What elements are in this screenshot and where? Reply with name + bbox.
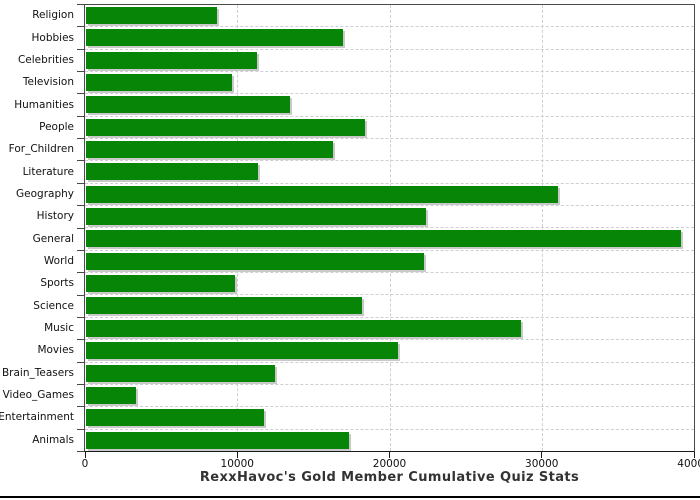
chart-row: [85, 72, 694, 95]
category-label: For_Children: [8, 143, 74, 156]
category-label: Literature: [22, 165, 74, 178]
bar: [86, 342, 399, 360]
category-label: Television: [22, 76, 74, 89]
category-label: Hobbies: [31, 31, 75, 44]
bar: [86, 141, 333, 159]
category-label: Humanities: [14, 98, 74, 111]
y-axis-tick: [77, 26, 84, 27]
y-axis-tick: [77, 49, 84, 50]
x-axis-tick-label: 0: [81, 458, 89, 470]
bar: [86, 7, 217, 24]
bar: [86, 96, 290, 114]
category-label: World: [43, 255, 74, 268]
chart-row: [85, 430, 694, 451]
y-axis-tick: [77, 295, 84, 296]
chart-row: [85, 295, 694, 318]
bar: [86, 409, 265, 427]
y-axis-tick: [77, 406, 84, 407]
chart-row: [85, 318, 694, 341]
category-label: Religion: [32, 9, 74, 22]
chart-row: [85, 5, 694, 28]
y-axis-tick: [77, 4, 84, 5]
x-axis-tick: [693, 452, 695, 458]
bar: [86, 74, 233, 92]
chart-row: [85, 206, 694, 229]
y-axis-tick: [77, 339, 84, 340]
x-axis-tick-label: 10000: [220, 458, 254, 470]
bar: [86, 51, 257, 69]
y-axis-tick: [77, 138, 84, 139]
chart-row: [85, 251, 694, 274]
y-axis-tick: [77, 250, 84, 251]
chart-row: [85, 139, 694, 162]
category-label: History: [36, 210, 74, 223]
chart-row: [85, 228, 694, 251]
category-label: Brain_Teasers: [1, 366, 74, 379]
chart-row: [85, 273, 694, 296]
bar: [86, 185, 558, 203]
y-axis-tick: [77, 183, 84, 184]
chart-row: [85, 340, 694, 363]
plot-area: [84, 4, 695, 452]
chart-row: [85, 407, 694, 430]
category-label: Music: [44, 322, 74, 335]
x-axis-tick: [541, 452, 543, 458]
category-label: Geography: [16, 187, 74, 200]
category-label: Celebrities: [17, 53, 74, 66]
category-label: Animals: [32, 433, 74, 446]
bar: [86, 230, 682, 248]
chart-row: [85, 50, 694, 73]
chart-row: [85, 385, 694, 408]
bar: [86, 319, 522, 337]
category-label: Sports: [40, 277, 74, 290]
bar: [86, 118, 365, 136]
bar: [86, 386, 137, 404]
category-label: Science: [33, 299, 74, 312]
bar: [86, 297, 362, 315]
bar: [86, 29, 344, 47]
chart-title: RexxHavoc's Gold Member Cumulative Quiz …: [199, 470, 580, 485]
chart-row: [85, 117, 694, 140]
category-label: People: [39, 120, 74, 133]
bar: [86, 252, 424, 270]
chart-row: [85, 94, 694, 117]
chart-row: [85, 184, 694, 207]
y-axis-tick: [77, 93, 84, 94]
x-axis-tick-label: 40000: [677, 458, 700, 470]
x-axis-tick: [84, 452, 86, 458]
category-label: Movies: [37, 344, 74, 357]
y-axis-tick: [77, 317, 84, 318]
x-axis-tick: [389, 452, 390, 458]
chart-row: [85, 27, 694, 50]
category-label: Entertainment: [0, 411, 74, 424]
y-axis-tick: [77, 429, 84, 430]
y-axis-tick: [77, 116, 84, 117]
category-label: General: [32, 232, 74, 245]
chart-row: [85, 363, 694, 385]
bar: [86, 208, 426, 226]
x-axis-tick: [236, 452, 238, 458]
bottom-divider: [0, 496, 700, 498]
chart-row: [85, 161, 694, 184]
bar: [86, 275, 236, 293]
y-axis-tick: [77, 71, 84, 72]
y-axis-tick: [77, 272, 84, 273]
y-axis-tick: [77, 362, 84, 363]
category-label: Video_Games: [2, 389, 74, 402]
y-axis-tick: [77, 160, 84, 161]
y-axis-tick: [77, 205, 84, 206]
x-axis-tick-label: 20000: [372, 458, 407, 470]
x-axis-tick-label: 30000: [525, 458, 559, 470]
y-axis-tick: [77, 228, 84, 229]
bar: [86, 431, 350, 449]
y-axis-tick: [77, 451, 84, 452]
y-axis-tick: [77, 384, 84, 385]
bar: [86, 163, 259, 181]
bar: [86, 364, 275, 382]
